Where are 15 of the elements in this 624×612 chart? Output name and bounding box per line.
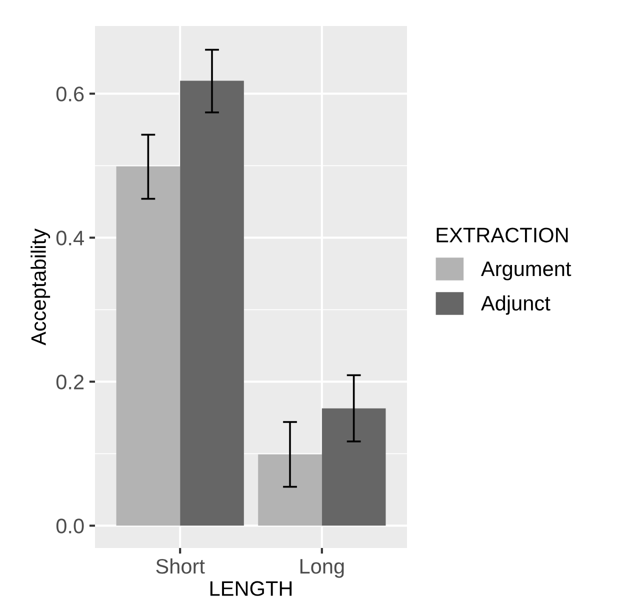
- bar: [258, 454, 322, 526]
- y-tick-label: 0.0: [56, 518, 84, 534]
- bar: [116, 166, 180, 526]
- y-tick-label: 0.4: [56, 230, 84, 246]
- bar: [180, 80, 244, 526]
- legend-label: Argument: [480, 262, 572, 280]
- y-tick-label: 0.2: [56, 374, 84, 390]
- legend-title: EXTRACTION: [436, 228, 568, 242]
- y-tick-label: 0.6: [56, 86, 84, 102]
- x-tick-label: Short: [156, 558, 205, 574]
- legend-label: Adjunct: [480, 295, 550, 315]
- y-axis-title: Acceptability: [30, 228, 50, 346]
- x-tick-label: Long: [300, 559, 344, 578]
- x-axis-title: LENGTH: [210, 581, 292, 596]
- bar: [322, 408, 386, 526]
